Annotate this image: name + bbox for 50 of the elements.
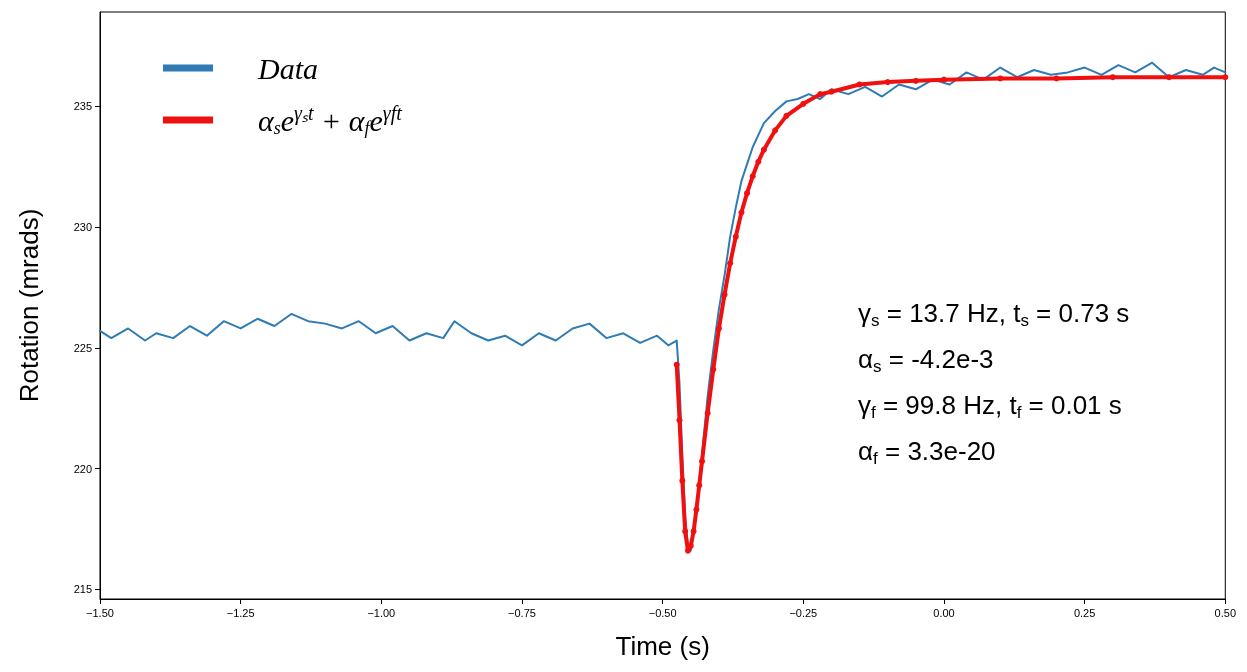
point — [738, 209, 745, 216]
point — [696, 482, 703, 489]
y-tick-label: 230 — [73, 220, 92, 233]
point — [828, 88, 835, 95]
x-tick-label: 0.25 — [1073, 606, 1096, 619]
point — [673, 361, 680, 368]
x-tick-label: −1.50 — [86, 606, 114, 619]
point — [676, 417, 683, 424]
y-tick-label: 235 — [73, 100, 92, 113]
x-axis-title: Time (s) — [615, 631, 710, 661]
point — [682, 528, 689, 535]
point — [744, 190, 751, 197]
point — [800, 100, 807, 107]
point — [772, 127, 779, 134]
point — [699, 458, 706, 465]
point — [727, 260, 734, 267]
x-tick-label: −0.75 — [508, 606, 536, 619]
point — [732, 233, 739, 240]
legend-label: Data — [257, 51, 318, 85]
x-tick-label: −0.50 — [648, 606, 677, 619]
x-tick-label: −1.25 — [226, 606, 255, 619]
point — [997, 75, 1004, 82]
line-series — [99, 61, 1227, 552]
point — [940, 76, 947, 83]
point — [884, 79, 891, 86]
point — [760, 146, 767, 153]
x-tick-label: −0.25 — [789, 606, 818, 619]
x-tick-label: 0.00 — [933, 606, 955, 619]
x-tick-label: 0.50 — [1214, 606, 1237, 619]
point — [1053, 75, 1060, 82]
point — [704, 410, 711, 416]
point — [690, 528, 697, 535]
y-tick-label: 215 — [73, 583, 92, 596]
point — [817, 91, 824, 98]
y-tick-label: 225 — [73, 341, 92, 354]
point — [749, 173, 756, 180]
point — [715, 325, 722, 332]
point — [684, 547, 691, 554]
point — [1166, 74, 1173, 81]
y-tick-label: 220 — [73, 462, 92, 475]
point — [755, 158, 762, 165]
point — [856, 81, 863, 88]
point — [1222, 74, 1229, 81]
point — [679, 477, 686, 484]
x-tick-label: −1.00 — [367, 606, 396, 619]
point — [693, 506, 700, 513]
point — [912, 77, 919, 84]
y-axis-title: Rotation (mrads) — [14, 208, 44, 403]
point — [783, 112, 790, 119]
point — [1109, 74, 1116, 81]
